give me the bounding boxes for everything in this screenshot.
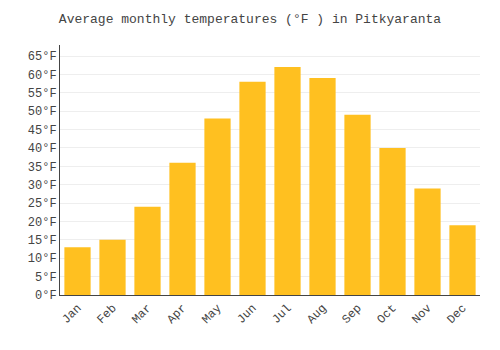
svg-text:45°F: 45°F xyxy=(28,124,57,138)
svg-text:50°F: 50°F xyxy=(28,105,57,119)
svg-text:Aug: Aug xyxy=(304,302,329,327)
svg-text:20°F: 20°F xyxy=(28,216,57,230)
svg-text:Dec: Dec xyxy=(444,302,469,327)
svg-text:0°F: 0°F xyxy=(35,289,57,303)
svg-text:Jul: Jul xyxy=(269,302,294,327)
svg-text:Average monthly temperatures (: Average monthly temperatures (°F ) in Pi… xyxy=(59,12,441,27)
svg-text:25°F: 25°F xyxy=(28,197,57,211)
svg-text:May: May xyxy=(199,302,224,327)
svg-text:Nov: Nov xyxy=(409,302,434,327)
svg-text:Jan: Jan xyxy=(59,302,84,327)
svg-text:60°F: 60°F xyxy=(28,69,57,83)
svg-text:15°F: 15°F xyxy=(28,234,57,248)
svg-text:Jun: Jun xyxy=(234,302,259,327)
svg-text:35°F: 35°F xyxy=(28,161,57,175)
svg-text:40°F: 40°F xyxy=(28,142,57,156)
svg-text:Sep: Sep xyxy=(339,302,364,327)
svg-text:30°F: 30°F xyxy=(28,179,57,193)
svg-text:55°F: 55°F xyxy=(28,87,57,101)
svg-text:Oct: Oct xyxy=(374,302,399,327)
svg-text:65°F: 65°F xyxy=(28,50,57,64)
svg-text:5°F: 5°F xyxy=(35,271,57,285)
svg-text:Feb: Feb xyxy=(94,302,119,327)
svg-text:Mar: Mar xyxy=(129,302,154,327)
svg-text:Apr: Apr xyxy=(164,302,189,327)
svg-text:10°F: 10°F xyxy=(28,252,57,266)
